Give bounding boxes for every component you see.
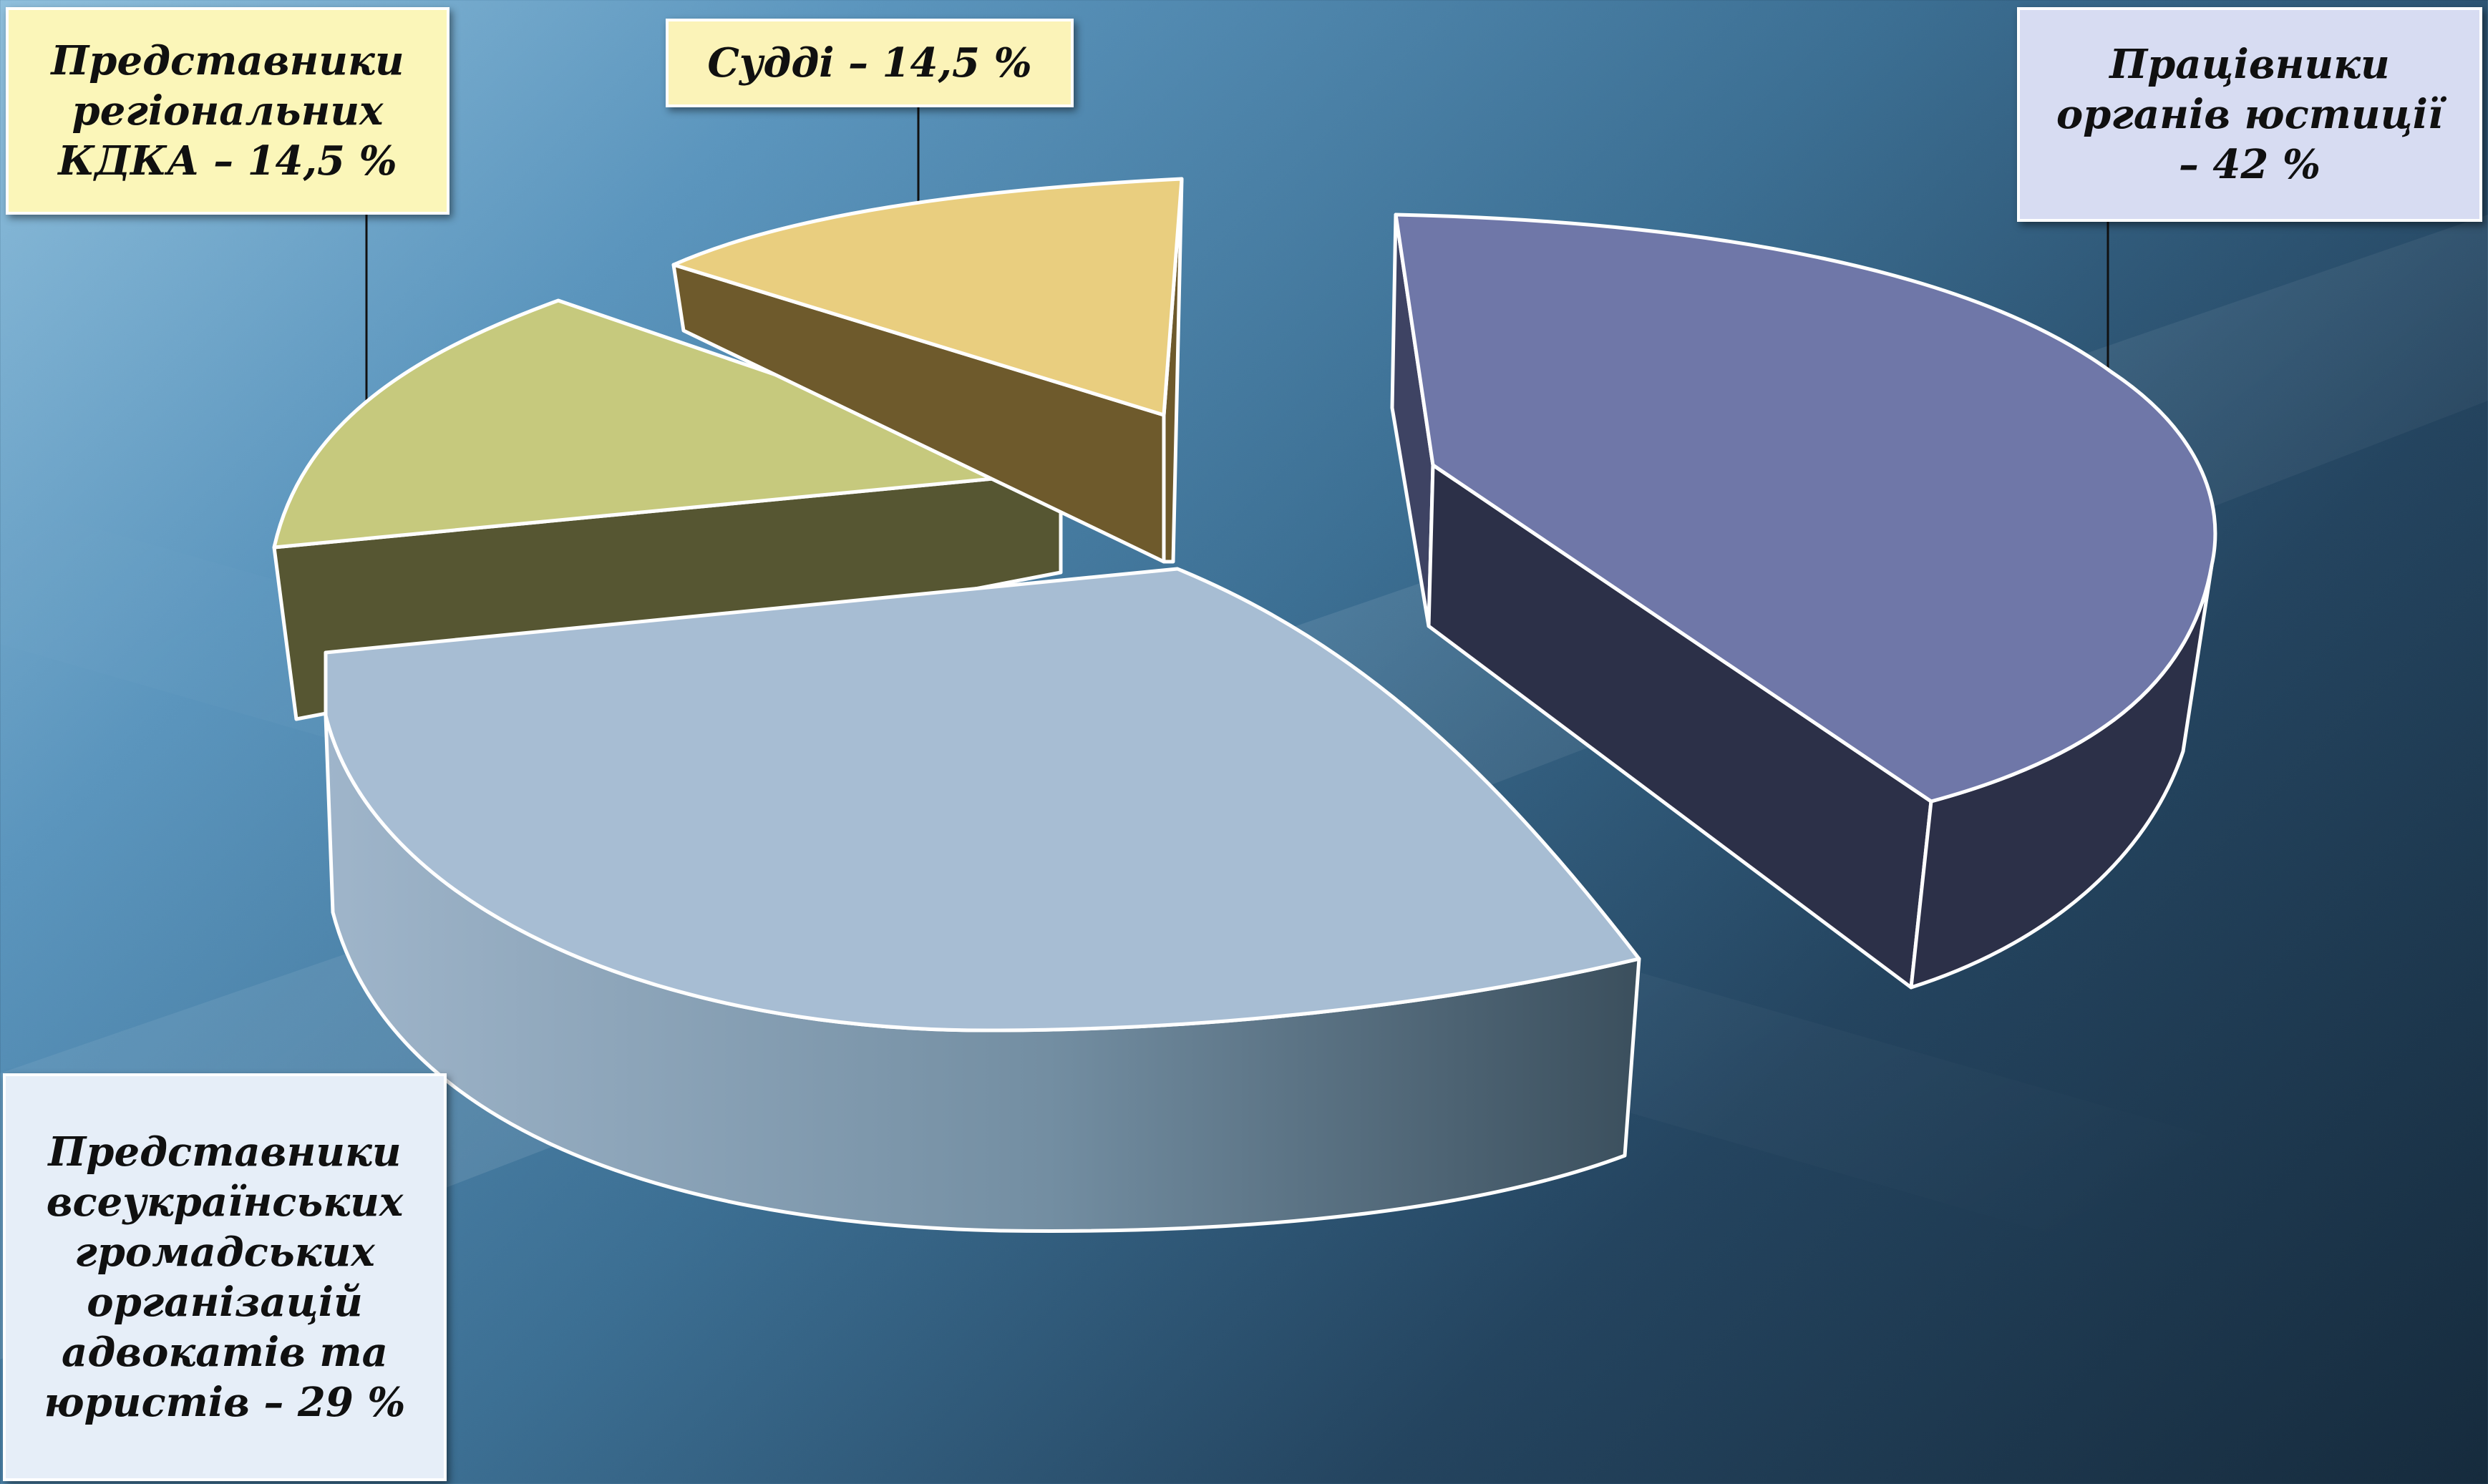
callout-bar-text: Представники всеукраїнських громадських … [44, 1128, 406, 1426]
pie-slice-justice-top [1394, 213, 2217, 804]
pie-slice-bar-top [324, 567, 1641, 1033]
callout-kdka: Представники регіональних КДКА – 14,5 % [6, 7, 450, 215]
callout-judges-text: Судді – 14,5 % [707, 39, 1032, 87]
callout-justice-text: Працівники органів юстиції – 42 % [2056, 41, 2444, 188]
pie-slice-bar [324, 567, 1641, 1233]
callout-judges: Судді – 14,5 % [666, 19, 1074, 107]
pie-slice-judges [671, 177, 1184, 564]
pie-slice-justice [1390, 213, 2217, 990]
pie-slice-kdka-top [272, 298, 1063, 550]
callout-kdka-text: Представники регіональних КДКА – 14,5 % [51, 37, 404, 185]
callout-bar: Представники всеукраїнських громадських … [3, 1073, 447, 1481]
pie-slice-judges-top [671, 177, 1184, 417]
callout-justice: Працівники органів юстиції – 42 % [2017, 7, 2482, 222]
